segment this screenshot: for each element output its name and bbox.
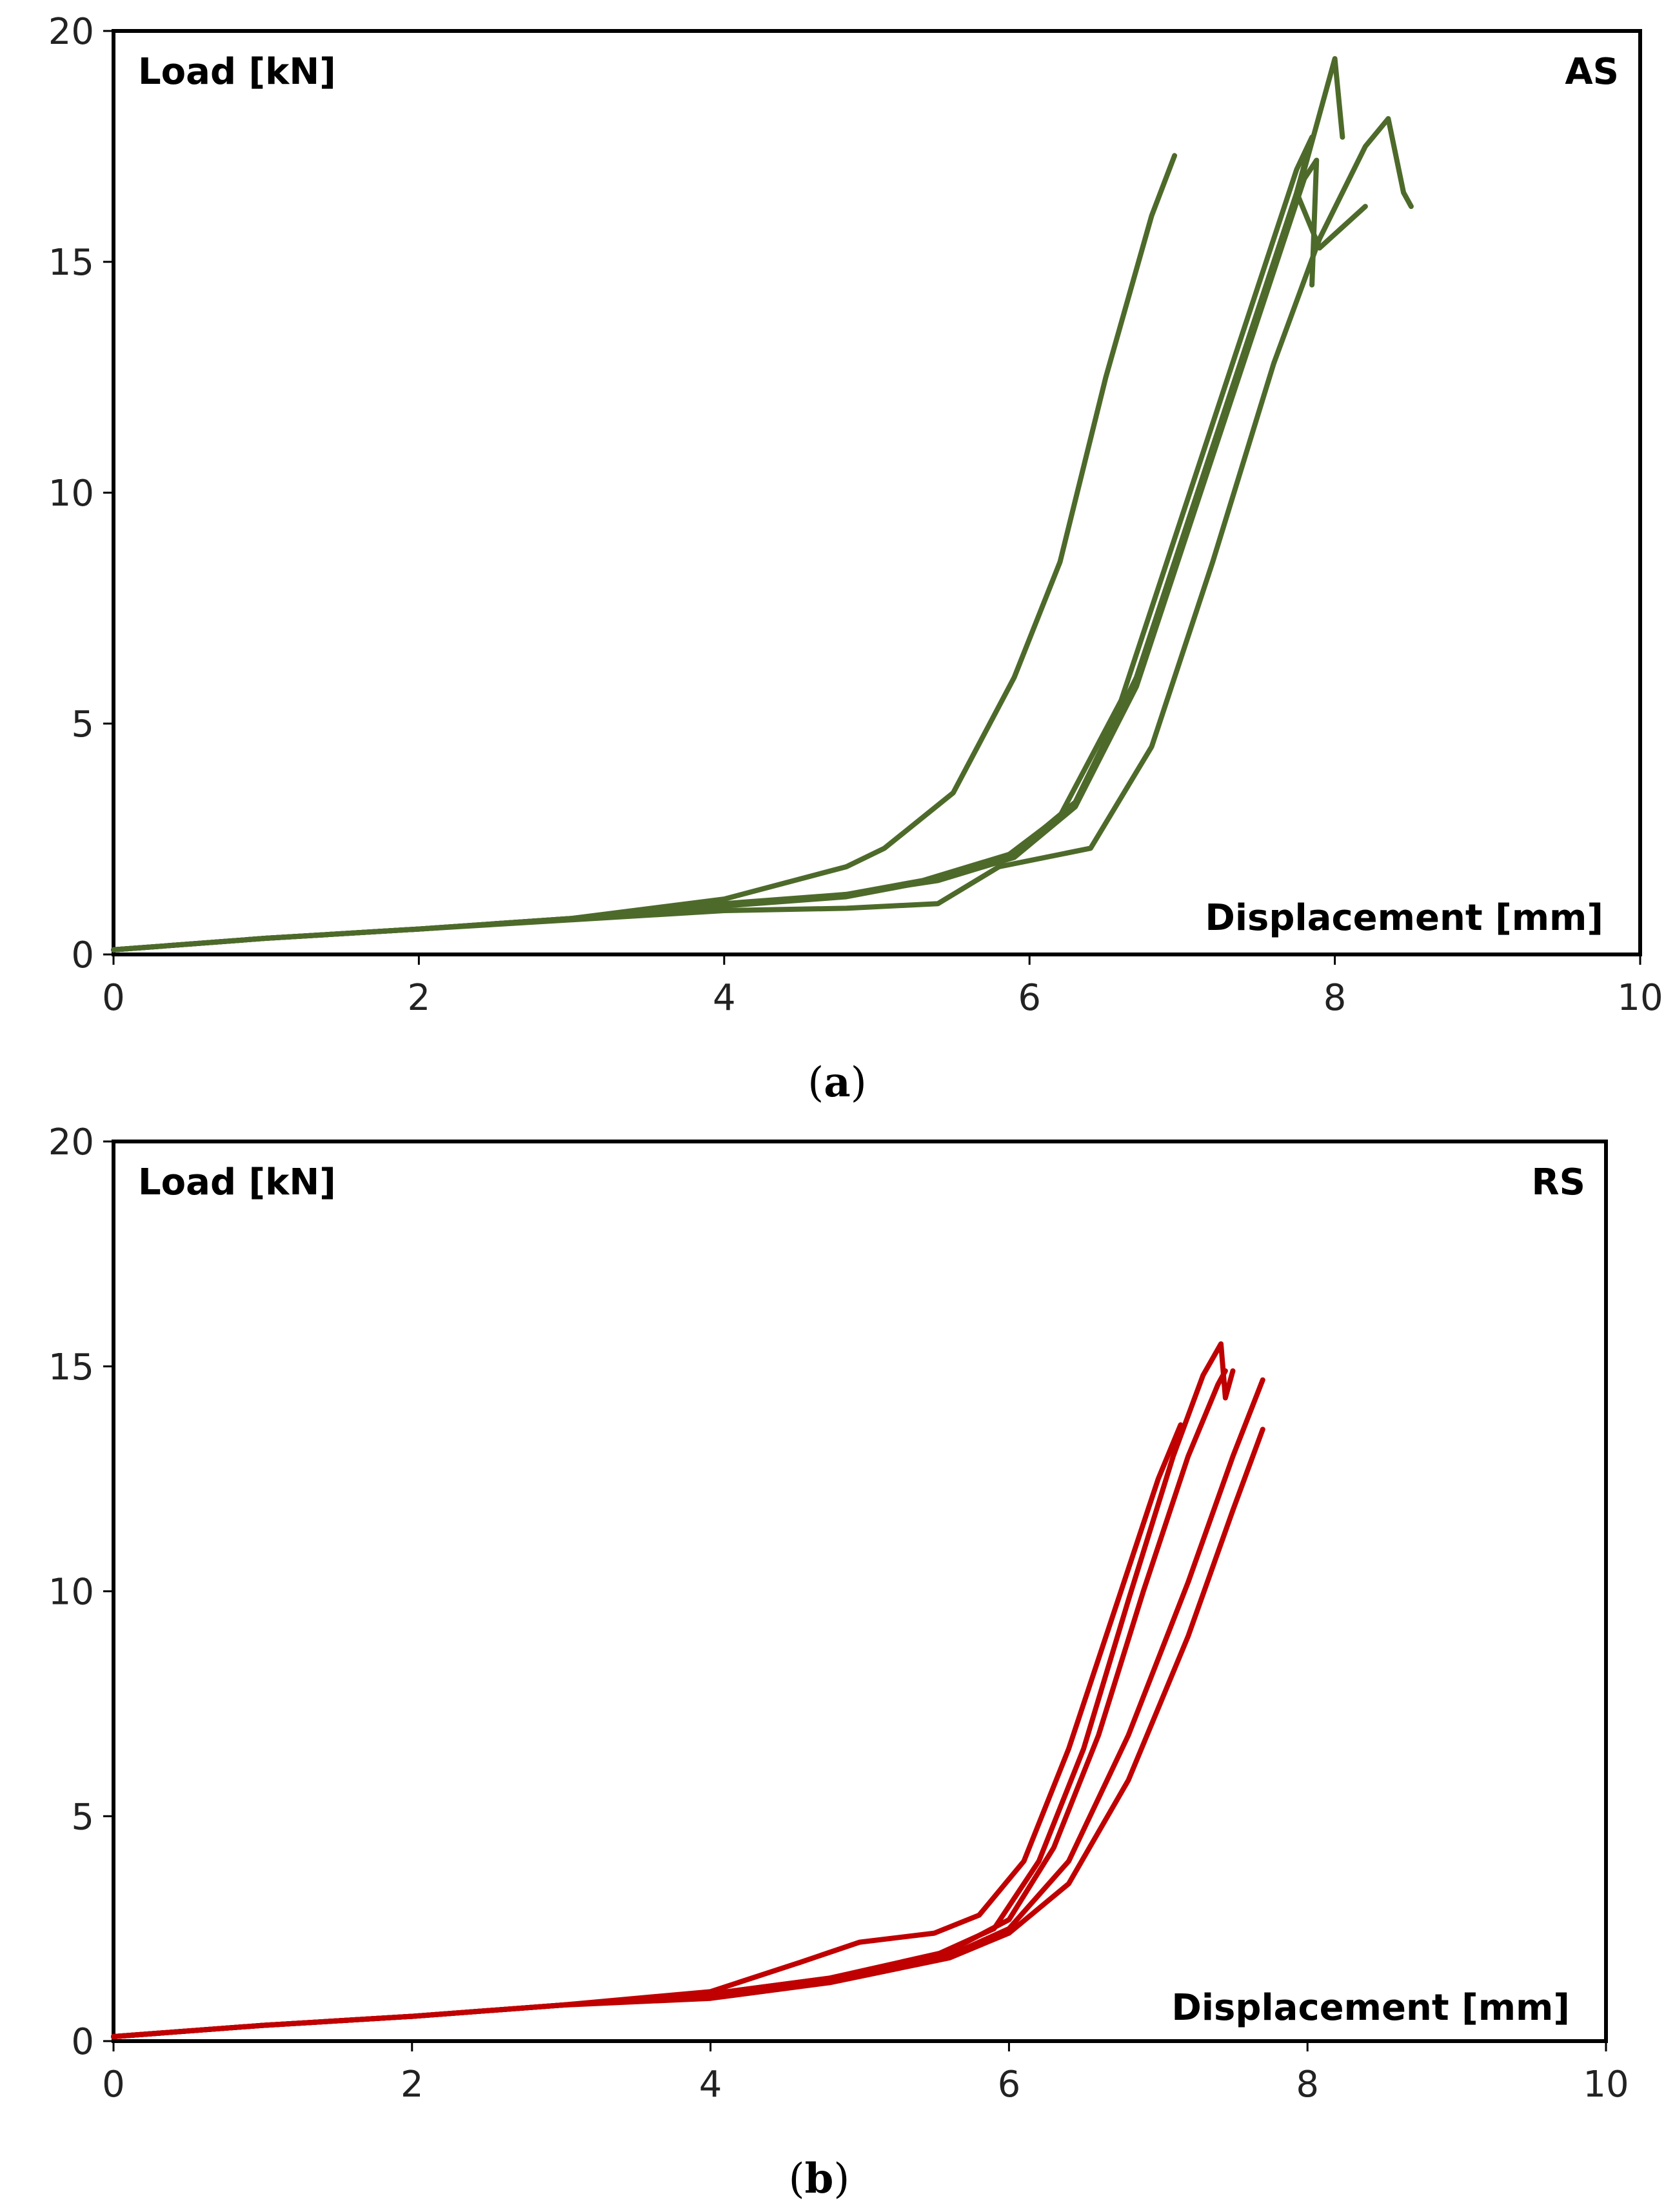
y-tick-label: 10 [48, 1572, 94, 1614]
x-tick-label: 4 [699, 2064, 722, 2106]
y-tick-label: 5 [71, 704, 94, 746]
caption-letter-a: a [824, 1058, 850, 1107]
x-tick-label: 0 [102, 977, 125, 1019]
axis-ticks-b: 0 2 4 6 8 10 0 5 10 15 20 [48, 1121, 1629, 2106]
series-group-b [111, 1341, 1265, 2039]
chart-panel-a: 0 2 4 6 8 10 0 5 10 15 20 Load [kN] AS Displacemen… [48, 11, 1663, 1107]
x-tick-label: 2 [401, 2064, 424, 2106]
series-line-rs-5 [111, 1427, 1265, 2039]
x-tick-label: 2 [408, 977, 431, 1019]
y-tick-label: 0 [71, 2021, 94, 2063]
caption-letter-b: b [805, 2155, 834, 2203]
caption-b: (b) [789, 2155, 850, 2203]
axis-ticks-a: 0 2 4 6 8 10 0 5 10 15 20 [48, 11, 1663, 1019]
x-tick-label: 10 [1583, 2064, 1629, 2106]
y-tick-label: 10 [48, 473, 94, 515]
x-tick-label: 4 [713, 977, 736, 1019]
x-tick-label: 8 [1296, 2064, 1319, 2106]
y-tick-label: 5 [71, 1796, 94, 1838]
x-tick-label: 8 [1323, 977, 1347, 1019]
x-tick-label: 10 [1617, 977, 1663, 1019]
y-tick-label: 15 [48, 242, 94, 284]
y-axis-label-a: Load [kN] [138, 51, 336, 93]
chart-title-a: AS [1565, 51, 1619, 93]
y-tick-label: 20 [48, 11, 94, 53]
y-tick-label: 0 [71, 934, 94, 976]
y-tick-label: 15 [48, 1347, 94, 1388]
chart-title-b: RS [1532, 1161, 1585, 1203]
x-tick-label: 0 [102, 2064, 125, 2106]
y-tick-label: 20 [48, 1121, 94, 1163]
caption-a: (a) [808, 1058, 866, 1107]
x-axis-label-b: Displacement [mm] [1171, 1987, 1570, 2029]
y-axis-label-b: Load [kN] [138, 1161, 336, 1203]
series-line-as-5 [111, 116, 1414, 953]
x-axis-label-a: Displacement [mm] [1205, 897, 1603, 939]
chart-panel-b: 0 2 4 6 8 10 0 5 10 15 20 Load [kN] RS Displacemen… [48, 1121, 1629, 2203]
x-tick-label: 6 [1018, 977, 1041, 1019]
series-group-a [111, 56, 1414, 953]
x-tick-label: 6 [998, 2064, 1021, 2106]
